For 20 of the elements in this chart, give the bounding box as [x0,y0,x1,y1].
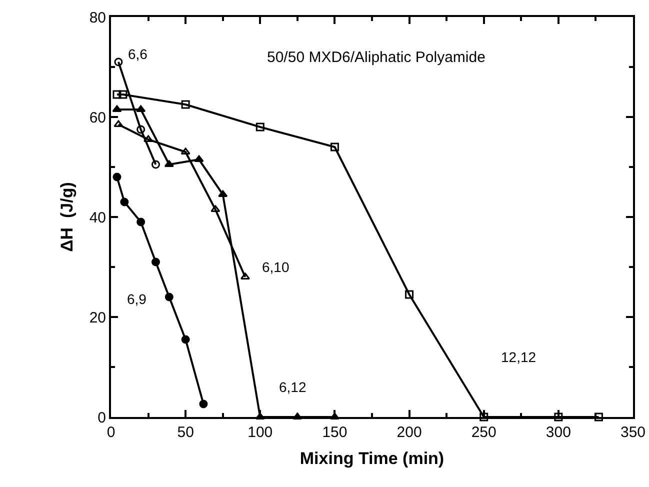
series-label: 6,9 [127,291,147,307]
x-tick-label: 250 [471,424,496,441]
y-tick-label: 60 [89,109,106,126]
x-tick-label: 100 [248,424,273,441]
x-axis-title: Mixing Time (min) [300,448,444,468]
x-tick-label: 150 [322,424,348,441]
y-tick-label: 80 [89,9,106,26]
x-tick-label: 350 [620,424,646,441]
series-label: 6,12 [279,379,306,395]
y-tick-label: 40 [89,209,106,226]
x-tick-label: 200 [396,424,422,441]
series-label: 6,6 [128,46,148,62]
text: 50/50 MXD6/Aliphatic Polyamide [267,49,486,66]
y-tick-label: 0 [98,409,106,426]
y-axis-title: ΔH (J/g) [57,182,76,252]
text: 12,12 [501,349,536,365]
x-tick-label: 300 [546,424,571,441]
x-tick-label: 50 [177,424,194,441]
series-label: 6,10 [262,259,290,275]
y-tick-label: 20 [89,309,106,326]
